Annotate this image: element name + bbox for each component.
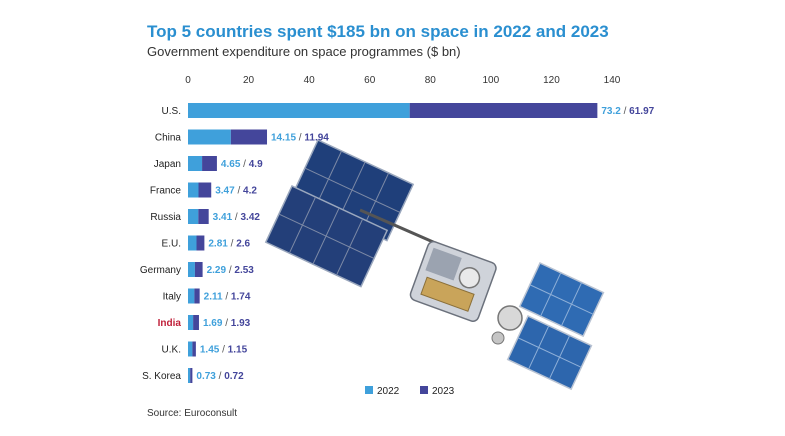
category-label: Italy [163,292,181,303]
bar-2022 [188,129,231,145]
category-label: India [158,318,182,329]
value-label-2023: 3.42 [240,212,260,223]
value-label-2022: 1.45 [200,345,220,356]
value-label: 0.73 / 0.72 [196,371,244,382]
bar-2023 [194,288,200,304]
value-label: 1.69 / 1.93 [203,318,251,329]
bar-2023 [202,156,217,171]
value-separator: / [232,212,240,223]
value-separator: / [222,318,230,329]
chart-subtitle: Government expenditure on space programm… [147,44,461,59]
x-tick-label: 0 [185,75,191,86]
value-label: 4.65 / 4.9 [221,159,263,170]
value-separator: / [235,186,243,197]
x-tick-label: 120 [543,75,560,86]
x-tick-label: 20 [243,75,255,86]
value-label-2022: 14.15 [271,133,296,144]
value-label-2022: 4.65 [221,159,241,170]
value-label-2022: 73.2 [601,106,621,117]
category-label: Russia [150,212,181,223]
bar-2023 [190,368,193,383]
bar-2022 [188,156,203,171]
value-separator: / [223,292,231,303]
value-label-2023: 4.2 [243,186,257,197]
legend-swatch-2022 [365,386,373,394]
x-tick-label: 140 [604,75,621,86]
bar-2023 [230,129,268,145]
value-label-2022: 3.41 [213,212,233,223]
bar-2022 [188,262,195,277]
value-separator: / [219,345,227,356]
value-label: 3.41 / 3.42 [213,212,261,223]
x-tick-label: 80 [425,75,437,86]
legend-label-2023: 2023 [432,386,455,397]
value-label: 14.15 / 11.94 [271,133,329,144]
value-label: 1.45 / 1.15 [200,345,248,356]
value-label-2023: 4.9 [249,159,263,170]
bar-2023 [198,209,209,224]
x-tick-label: 60 [364,75,376,86]
value-label-2023: 1.93 [231,318,251,329]
category-label: Germany [140,265,181,276]
bar-2023 [409,103,598,118]
bar-2022 [188,288,195,304]
category-label: Japan [154,159,181,170]
bar-2022 [188,182,199,198]
bar-2022 [188,235,197,251]
bar-2022 [188,209,199,224]
bar-2022 [188,103,410,118]
bar-2022 [188,341,193,357]
value-separator: / [296,133,304,144]
category-label: U.S. [162,106,181,117]
value-label-2022: 2.81 [208,239,228,250]
value-label-2022: 3.47 [215,186,235,197]
value-label-2023: 61.97 [629,106,654,117]
bar-2023 [196,235,205,251]
value-separator: / [621,106,629,117]
chart-title: Top 5 countries spent $185 bn on space i… [147,22,609,41]
value-label: 2.11 / 1.74 [204,292,251,303]
value-separator: / [228,239,236,250]
value-label-2023: 1.74 [231,292,251,303]
value-label-2023: 2.53 [234,265,254,276]
value-label-2022: 1.69 [203,318,223,329]
x-tick-label: 40 [304,75,316,86]
bar-2023 [193,315,199,330]
satellite-illustration [264,139,605,391]
category-label: S. Korea [142,371,181,382]
value-separator: / [226,265,234,276]
value-label-2022: 2.11 [204,292,223,303]
category-label: E.U. [162,239,181,250]
value-label: 2.81 / 2.6 [208,239,250,250]
legend-label-2022: 2022 [377,386,400,397]
value-separator: / [216,371,224,382]
value-label-2023: 1.15 [228,345,248,356]
value-separator: / [240,159,248,170]
source-note: Source: Euroconsult [147,408,238,419]
x-tick-label: 100 [483,75,500,86]
bar-2023 [192,341,196,357]
legend-swatch-2023 [420,386,428,394]
value-label-2023: 0.72 [224,371,244,382]
category-label: China [155,133,182,144]
bar-2023 [194,262,203,277]
category-label: U.K. [162,345,181,356]
value-label-2023: 2.6 [236,239,250,250]
bar-2022 [188,315,194,330]
bar-2023 [198,182,212,198]
value-label: 2.29 / 2.53 [207,265,255,276]
value-label: 3.47 / 4.2 [215,186,257,197]
value-label-2022: 2.29 [207,265,227,276]
value-label: 73.2 / 61.97 [601,106,654,117]
value-label-2023: 11.94 [304,133,329,144]
category-label: France [150,186,182,197]
bar-2022 [188,368,191,383]
value-label-2022: 0.73 [196,371,216,382]
